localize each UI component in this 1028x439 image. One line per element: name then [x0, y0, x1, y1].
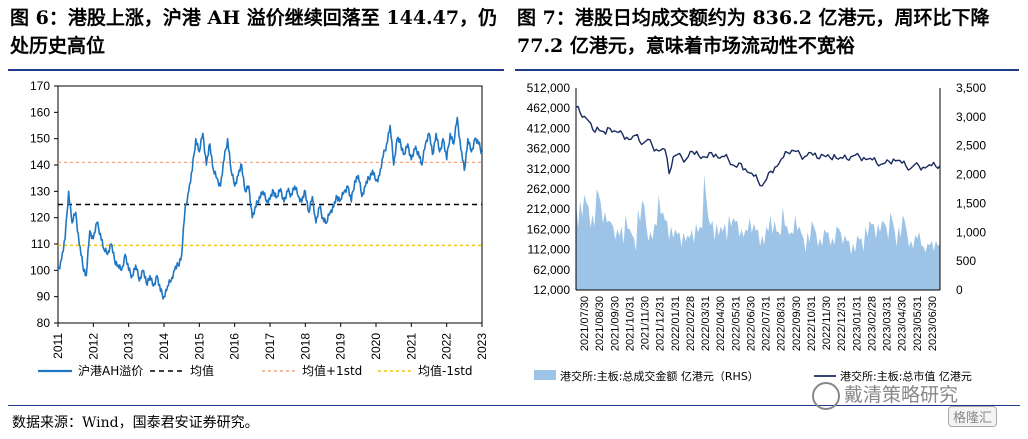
left-y-tick-label: 262,000	[527, 182, 571, 196]
x-tick-label: 2022/03/31	[700, 296, 712, 351]
y-tick-label: 80	[37, 316, 51, 330]
right-y-tick-label: 3,000	[956, 110, 986, 124]
legend-label: 均值	[190, 363, 214, 378]
x-tick-label: 2021/11/30	[640, 296, 652, 350]
x-tick-label: 2019	[334, 333, 348, 360]
x-tick-label: 2021/08/30	[594, 296, 606, 351]
source-note: 数据来源：Wind，国泰君安证券研究。	[12, 415, 259, 431]
left-y-tick-label: 512,000	[527, 81, 571, 95]
ah-premium-chart: 80 90 100 110 120 130 140 150 160 170 2011 2012 2013…	[30, 79, 489, 378]
x-tick-label: 2021/10/31	[624, 296, 636, 351]
x-tick-label: 2012	[86, 333, 100, 360]
x-tick-label: 2022/05/31	[730, 296, 742, 351]
y-tick-label: 90	[37, 290, 51, 304]
ah-premium-series-line	[57, 116, 483, 300]
x-tick-label: 2016	[228, 333, 242, 360]
watermark: 戴清策略研究	[812, 380, 958, 410]
turnover-area-series	[576, 174, 940, 290]
x-tick-label: 2021/12/31	[655, 296, 667, 351]
y-tick-label: 160	[30, 105, 50, 119]
turnover-chart: 12,000 62,000 112,000 162,000 212,000 262,000…	[527, 81, 987, 383]
x-tick-label: 2017	[263, 333, 277, 360]
x-tick-label: 2021/07/30	[579, 296, 591, 351]
x-tick-label: 2023/03/31	[882, 296, 894, 351]
x-tick-label: 2023	[475, 333, 489, 360]
right-chart-title: 图 7：港股日均成交额约为 836.2 亿港元，周环比下降 77.2 亿港元，意…	[517, 7, 990, 57]
source-rule	[8, 405, 1020, 406]
x-tick-label: 2011	[51, 333, 65, 359]
watermark-badge: 格隆汇	[948, 406, 998, 427]
wechat-logo-icon	[812, 381, 840, 410]
y-tick-label: 120	[30, 211, 50, 225]
x-tick-label: 2023/02/28	[866, 296, 878, 351]
x-tick-label: 2022/11/30	[821, 296, 833, 350]
left-y-tick-label: 62,000	[533, 263, 570, 277]
right-y-tick-label: 1,000	[956, 225, 986, 239]
left-y-tick-label: 362,000	[527, 142, 571, 156]
legend-swatch-area	[534, 370, 556, 380]
x-tick-label: 2022/09/30	[791, 296, 803, 351]
left-y-tick-label: 312,000	[527, 162, 571, 176]
right-title-rule	[515, 69, 1019, 71]
y-tick-label: 100	[30, 263, 50, 277]
legend-label: 沪港AH溢价	[78, 364, 143, 378]
x-tick-label: 2022/10/31	[806, 296, 818, 351]
x-tick-label: 2022/01/31	[670, 296, 682, 351]
x-tick-label: 2022/08/31	[776, 296, 788, 351]
left-y-tick-label: 462,000	[527, 101, 571, 115]
right-y-tick-label: 1,500	[956, 196, 986, 210]
x-tick-label: 2022	[440, 333, 454, 360]
x-tick-label: 2023/06/30	[927, 296, 939, 351]
y-tick-label: 150	[30, 132, 50, 146]
x-tick-label: 2022/02/28	[685, 296, 697, 351]
left-y-tick-label: 412,000	[527, 121, 571, 135]
x-tick-label: 2021	[404, 333, 418, 360]
x-tick-label: 2014	[157, 333, 171, 360]
right-y-tick-label: 0	[956, 283, 963, 297]
left-title-rule	[8, 69, 504, 71]
right-y-tick-label: 500	[956, 254, 976, 268]
legend-label-market-cap: 港交所:主板:总市值 亿港元	[840, 369, 972, 383]
y-tick-label: 170	[30, 79, 50, 93]
legend-label-turnover: 港交所:主板:总成交金额 亿港元（RHS）	[560, 369, 759, 383]
legend-label: 均值-1std	[418, 363, 473, 378]
left-chart-title: 图 6：港股上涨，沪港 AH 溢价继续回落至 144.47，仍处历史高位	[10, 7, 498, 57]
left-y-tick-label: 112,000	[528, 243, 571, 257]
x-tick-label: 2022/07/31	[761, 296, 773, 351]
x-tick-label: 2022/04/30	[715, 296, 727, 351]
x-tick-label: 2021/09/30	[609, 296, 621, 351]
x-tick-label: 2015	[192, 333, 206, 360]
y-tick-label: 140	[30, 158, 50, 172]
x-tick-label: 2022/06/30	[745, 296, 757, 351]
watermark-text: 戴清策略研究	[844, 384, 959, 406]
x-tick-label: 2023/01/31	[851, 296, 863, 351]
left-y-tick-label: 162,000	[527, 222, 571, 236]
y-tick-label: 110	[31, 237, 50, 251]
x-tick-label: 2022/12/31	[836, 296, 848, 351]
left-y-tick-label: 212,000	[527, 202, 571, 216]
x-tick-label: 2020	[369, 333, 383, 360]
x-tick-label: 2013	[122, 333, 136, 360]
x-tick-label: 2023/04/30	[897, 296, 909, 351]
legend-label: 均值+1std	[302, 363, 362, 378]
x-tick-label: 2023/05/31	[912, 296, 924, 351]
right-y-tick-label: 2,000	[956, 168, 986, 182]
left-y-tick-label: 12,000	[533, 283, 570, 297]
market-cap-series-line	[575, 105, 941, 187]
x-tick-label: 2018	[298, 333, 312, 360]
y-tick-label: 130	[30, 184, 50, 198]
right-y-tick-label: 3,500	[956, 81, 986, 95]
right-y-tick-label: 2,500	[956, 139, 986, 153]
